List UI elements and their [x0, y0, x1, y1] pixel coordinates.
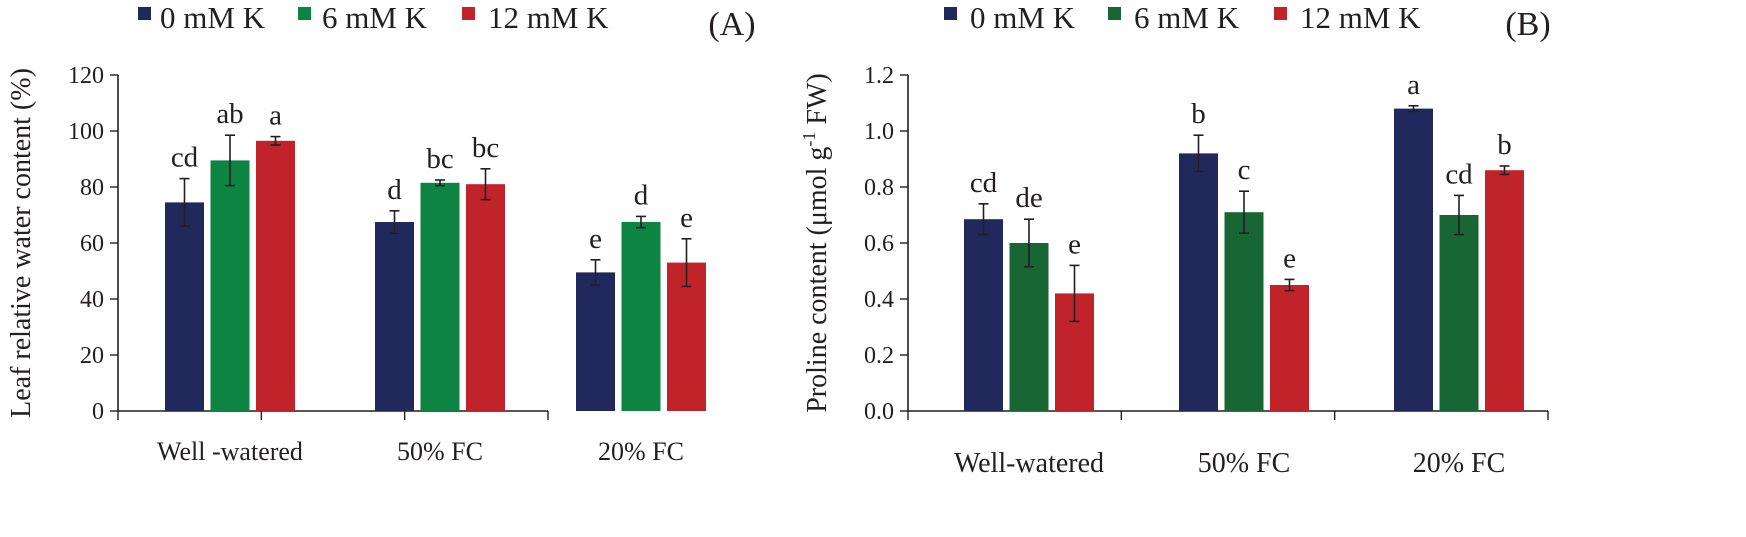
significance-letter: c: [1238, 154, 1251, 186]
legend-swatch: [138, 7, 151, 20]
bar: [210, 160, 250, 411]
significance-letter: ab: [216, 98, 243, 130]
bar: [1439, 215, 1479, 411]
y-axis-title: Leaf relative water content (%): [6, 68, 37, 418]
y-axis-title-superscript: -1: [799, 132, 819, 147]
bar: [1394, 108, 1433, 411]
significance-letter: bc: [426, 143, 453, 175]
chart-panel-b: 0.0 0.2 0.4 0.6 0.8 1.0 1.2 Well-watered 50% FC 2…: [799, 0, 1551, 479]
significance-letter: cd: [970, 167, 998, 199]
legend-swatch: [298, 7, 311, 20]
legend-label: 0 mM K: [970, 0, 1076, 35]
chart-panel-a: 0 20 40 60 80 100 120 Well -watered 50% FC 20% FC…: [6, 0, 756, 466]
y-tick-label: 0: [92, 399, 104, 425]
bar: [466, 184, 505, 411]
bar: [375, 222, 414, 411]
legend-swatch: [944, 7, 957, 20]
significance-letter: d: [634, 179, 649, 211]
bar: [256, 140, 295, 412]
significance-letter: a: [269, 100, 282, 132]
significance-letter: cd: [171, 142, 199, 174]
significance-letter: e: [589, 223, 602, 255]
significance-letter: bc: [472, 132, 499, 164]
y-tick-label: 0.6: [864, 231, 894, 257]
bar: [964, 219, 1003, 411]
bar: [420, 182, 460, 411]
legend-swatch: [462, 7, 475, 20]
panel-label: (A): [708, 6, 755, 43]
bar: [621, 222, 661, 411]
y-axis-title: Proline content (μmol g-1 FW): [799, 73, 833, 413]
bar: [1270, 285, 1309, 411]
significance-letter: b: [1497, 129, 1512, 161]
legend: 0 mM K 6 mM K 12 mM K: [944, 0, 1421, 35]
legend-label: 6 mM K: [322, 0, 428, 35]
y-tick-label: 120: [68, 63, 104, 89]
significance-letter: b: [1191, 98, 1206, 130]
bar: [1179, 153, 1218, 411]
significance-letter: e: [1283, 242, 1296, 274]
legend: 0 mM K 6 mM K 12 mM K: [138, 0, 609, 35]
y-tick-label: 0.8: [864, 175, 894, 201]
bar: [1224, 212, 1264, 411]
y-axis-title-end: FW): [802, 73, 833, 131]
significance-letter: a: [1407, 69, 1420, 101]
significance-letter: e: [1068, 228, 1081, 260]
significance-letter: d: [387, 174, 402, 206]
y-tick-label: 100: [68, 119, 104, 145]
legend-label: 12 mM K: [1300, 0, 1421, 35]
significance-letter: e: [680, 202, 693, 234]
x-category-label: 50% FC: [397, 437, 483, 466]
bar: [576, 272, 615, 411]
legend-swatch: [1274, 7, 1287, 20]
significance-letter: cd: [1445, 158, 1473, 190]
panel-label: (B): [1505, 6, 1550, 43]
legend-label: 12 mM K: [488, 0, 609, 35]
x-category-label: 20% FC: [598, 437, 684, 466]
x-category-label: 50% FC: [1198, 448, 1291, 479]
legend-label: 0 mM K: [160, 0, 266, 35]
bar: [1485, 170, 1524, 411]
significance-letter: de: [1015, 182, 1042, 214]
x-category-label: 20% FC: [1413, 448, 1506, 479]
x-category-label: Well-watered: [954, 448, 1104, 479]
legend-label: 6 mM K: [1134, 0, 1240, 35]
y-axis-title-main: Proline content (μmol g: [802, 147, 833, 413]
y-tick-label: 20: [80, 343, 104, 369]
bar: [165, 202, 204, 411]
y-tick-label: 80: [80, 175, 104, 201]
y-tick-label: 1.0: [864, 119, 894, 145]
legend-swatch: [1108, 7, 1121, 20]
y-tick-label: 1.2: [864, 63, 894, 89]
x-category-label: Well -watered: [157, 437, 303, 466]
y-tick-label: 40: [80, 287, 104, 313]
bar: [1009, 243, 1049, 411]
bar: [667, 262, 706, 411]
y-tick-label: 0.4: [864, 287, 894, 313]
y-tick-label: 0.0: [864, 399, 894, 425]
y-tick-label: 0.2: [864, 343, 894, 369]
y-tick-label: 60: [80, 231, 104, 257]
